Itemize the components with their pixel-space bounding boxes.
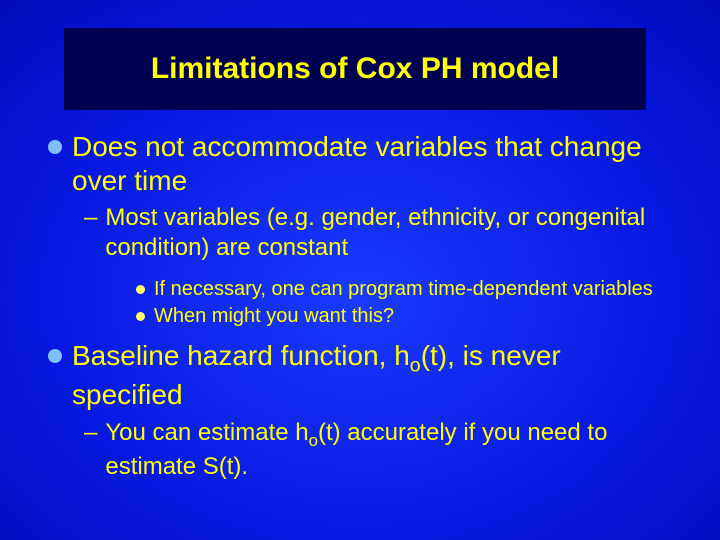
slide-content: Does not accommodate variables that chan… (48, 130, 672, 488)
bullet-level2: – Most variables (e.g. gender, ethnicity… (84, 203, 672, 263)
subscript: o (309, 431, 318, 450)
round-bullet-icon (48, 140, 62, 154)
bullet-text: When might you want this? (154, 304, 394, 329)
dash-bullet-icon: – (84, 418, 97, 448)
bullet-level2: – You can estimate ho(t) accurately if y… (84, 418, 672, 482)
bullet-text: You can estimate ho(t) accurately if you… (105, 418, 672, 482)
slide-title: Limitations of Cox PH model (151, 52, 559, 86)
bullet-level3: When might you want this? (136, 304, 672, 329)
bullet-text: Does not accommodate variables that chan… (72, 130, 672, 197)
text-part: Baseline hazard function, h (72, 340, 410, 371)
text-part: You can estimate h (105, 419, 308, 446)
bullet-text: Baseline hazard function, ho(t), is neve… (72, 339, 672, 412)
bullet-text: If necessary, one can program time-depen… (154, 277, 653, 302)
small-round-bullet-icon (136, 312, 145, 321)
dash-bullet-icon: – (84, 203, 97, 233)
subscript: o (410, 355, 421, 377)
round-bullet-icon (48, 349, 62, 363)
bullet-text: Most variables (e.g. gender, ethnicity, … (105, 203, 672, 263)
bullet-level3: If necessary, one can program time-depen… (136, 277, 672, 302)
title-box: Limitations of Cox PH model (64, 28, 646, 110)
bullet-level1: Baseline hazard function, ho(t), is neve… (48, 339, 672, 412)
small-round-bullet-icon (136, 285, 145, 294)
bullet-level1: Does not accommodate variables that chan… (48, 130, 672, 197)
